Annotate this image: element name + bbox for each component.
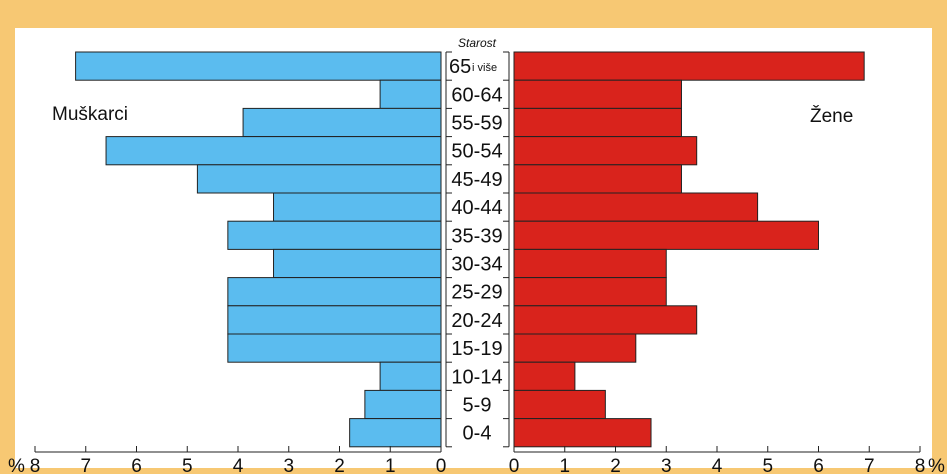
left-tick-label: 5	[182, 456, 193, 474]
female-bar-10-14	[513, 361, 576, 391]
age-label-30-34: 30-34	[451, 254, 502, 276]
right-tick-label: 7	[864, 456, 875, 474]
age-label-60-64: 60-64	[451, 84, 502, 106]
left-unit-label: %	[8, 456, 25, 474]
male-bar-5-9	[364, 389, 442, 420]
age-label-65: 65	[449, 56, 471, 78]
left-tick-label: 2	[334, 456, 345, 474]
right-tick-label: 3	[661, 456, 672, 474]
series-label-male: Muškarci	[52, 104, 128, 125]
right-tick-label: 6	[813, 456, 824, 474]
left-tick-label: 6	[131, 456, 142, 474]
age-label-35-39: 35-39	[451, 225, 502, 247]
female-bar-35-39	[513, 220, 819, 250]
left-tick-label: 3	[283, 456, 294, 474]
age-label-15-19: 15-19	[451, 338, 502, 360]
age-label-20-24: 20-24	[451, 310, 502, 332]
male-bar-45-49	[196, 164, 442, 194]
female-bar-15-19	[513, 333, 637, 363]
female-bar-25-29	[513, 277, 667, 307]
age-label-40-44: 40-44	[451, 197, 502, 219]
left-tick-label: 8	[30, 456, 41, 474]
left-tick-label: 0	[436, 456, 447, 474]
age-label-0-4: 0-4	[463, 423, 492, 445]
male-bar-30-34	[273, 248, 442, 279]
right-tick-label: 0	[509, 456, 520, 474]
left-tick-label: 7	[80, 456, 91, 474]
male-bar-15-19	[227, 333, 442, 363]
right-unit-label: %	[928, 456, 945, 474]
male-bar-65	[75, 51, 442, 81]
age-label-45-49: 45-49	[451, 169, 502, 191]
right-tick-label: 1	[559, 456, 570, 474]
right-tick-label: 4	[712, 456, 723, 474]
age-label-10-14: 10-14	[451, 366, 502, 388]
age-label-55-59: 55-59	[451, 113, 502, 135]
female-bar-55-59	[513, 107, 682, 138]
female-bar-20-24	[513, 305, 698, 335]
male-bar-55-59	[242, 107, 442, 138]
female-bar-45-49	[513, 164, 682, 194]
female-bar-5-9	[513, 389, 606, 420]
age-label-suffix: i više	[472, 62, 497, 74]
female-bar-65	[513, 51, 865, 81]
left-tick-label: 4	[233, 456, 244, 474]
female-bar-40-44	[513, 192, 759, 222]
male-bar-50-54	[105, 136, 442, 166]
female-bar-0-4	[513, 418, 652, 448]
left-tick-label: 1	[385, 456, 396, 474]
female-bar-50-54	[513, 136, 698, 166]
series-label-female: Žene	[810, 105, 853, 127]
axis-title: Starost	[458, 36, 497, 50]
right-tick-label: 2	[610, 456, 621, 474]
male-bar-20-24	[227, 305, 442, 335]
female-bar-30-34	[513, 248, 667, 279]
male-bar-40-44	[273, 192, 442, 222]
male-bar-25-29	[227, 277, 442, 307]
right-tick-label: 5	[762, 456, 773, 474]
age-label-50-54: 50-54	[451, 141, 502, 163]
age-label-25-29: 25-29	[451, 282, 502, 304]
male-bar-60-64	[379, 79, 442, 109]
male-bar-35-39	[227, 220, 442, 250]
female-bar-60-64	[513, 79, 682, 109]
male-bar-10-14	[379, 361, 442, 391]
male-bar-0-4	[349, 418, 442, 448]
age-label-5-9: 5-9	[463, 395, 492, 417]
right-tick-label: 8	[915, 456, 926, 474]
